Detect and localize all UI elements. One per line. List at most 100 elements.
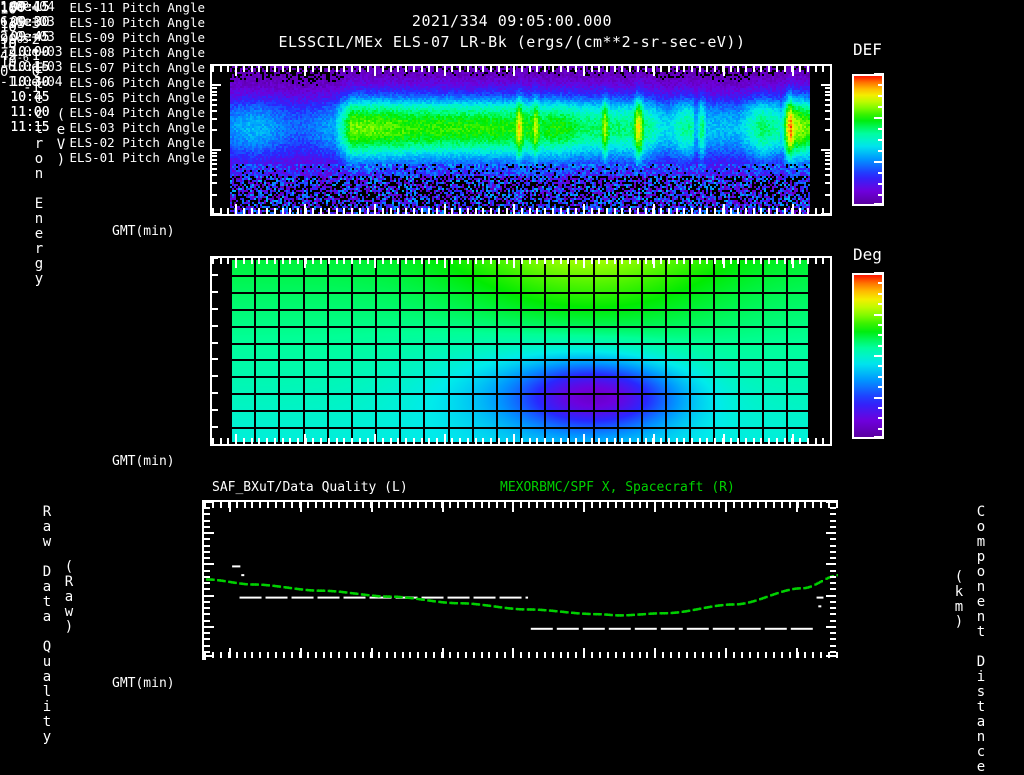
x-tick-minor [358, 66, 361, 72]
x-tick-minor [814, 208, 817, 214]
cbar-tick-minor [878, 344, 884, 347]
pitch-angle-row-label: ELS-10 Pitch Angle [69, 15, 205, 30]
x-tick-minor [729, 258, 732, 264]
mid-panel-x-axis-title: GMT(min) [112, 454, 175, 469]
x-tick-minor [822, 66, 825, 72]
x-tick-minor [806, 258, 809, 264]
x-tick-minor [528, 258, 531, 264]
y-tick-major [821, 148, 830, 151]
x-tick-minor [281, 66, 284, 72]
y-tick-label: 100 [0, 35, 23, 53]
x-tick-minor [219, 66, 222, 72]
x-tick-minor [559, 502, 562, 508]
colorbar-deg-tick-labels: 180 135 90 45 0 [0, 0, 25, 80]
x-tick-minor [346, 652, 349, 658]
x-tick-minor [804, 652, 807, 658]
x-tick-minor [488, 502, 491, 508]
x-tick-minor [362, 652, 364, 658]
x-tick-minor [698, 258, 701, 264]
y-tick-minor-left [204, 557, 210, 560]
x-tick-minor [351, 438, 354, 444]
x-tick-major [374, 434, 377, 444]
x-tick-minor [212, 438, 214, 444]
y-tick-minor-left [204, 569, 210, 572]
x-tick-minor [296, 258, 299, 264]
x-tick-minor [320, 438, 323, 444]
x-tick-minor [636, 258, 639, 264]
x-tick-minor [283, 502, 285, 508]
y-tick-minor-left [204, 532, 210, 535]
x-tick-minor [243, 652, 246, 658]
y-tick-label-right: 6.0e+03 [0, 15, 55, 30]
x-tick-minor [212, 66, 214, 72]
x-tick-major [513, 204, 516, 214]
x-tick-minor [251, 502, 254, 508]
x-tick-minor [709, 502, 712, 508]
x-tick-minor [559, 652, 562, 658]
x-tick-minor [752, 438, 755, 444]
x-tick-minor [714, 438, 717, 444]
x-tick-minor [613, 258, 616, 264]
x-tick-minor [698, 438, 701, 444]
x-tick-minor [212, 208, 214, 214]
x-tick-minor [420, 208, 423, 214]
x-tick-minor [354, 652, 357, 658]
y-tick-label-left: 2 [31, 32, 40, 48]
y-tick-major [821, 213, 830, 215]
plot-title-instrument: ELSSCIL/MEx ELS-07 LR-Bk (ergs/(cm**2-sr… [278, 33, 746, 51]
pitch-angle-row-label: ELS-05 Pitch Angle [69, 90, 205, 105]
x-tick-minor [528, 208, 531, 214]
x-tick-minor [436, 258, 439, 264]
x-tick-minor [768, 438, 771, 444]
x-tick-minor [814, 258, 817, 264]
y-tick-minor [825, 87, 830, 90]
x-tick-minor [242, 258, 245, 264]
x-tick-minor [273, 208, 276, 214]
x-tick-major [374, 204, 377, 214]
x-tick-minor [346, 502, 349, 508]
cbar-tick-label: 10-5 [0, 35, 29, 53]
x-tick-minor [482, 258, 485, 264]
y-tick-minor [212, 174, 217, 177]
x-tick-minor [675, 258, 678, 264]
x-tick-minor [575, 208, 578, 214]
x-tick-major [795, 502, 798, 512]
y-tick-minor-right [830, 532, 836, 535]
x-tick-minor [644, 438, 647, 444]
top-panel-x-tick-labels: 09:15 09:30 09:45 10:00 10:15 10:30 10:45 11:00… [0, 0, 60, 135]
y-tick-minor-right [830, 525, 836, 528]
pitch-angle-row-label: ELS-01 Pitch Angle [69, 150, 205, 165]
y-tick-minor [212, 87, 217, 90]
x-tick-minor [670, 502, 673, 508]
x-tick-minor [729, 438, 732, 444]
x-tick-minor [338, 502, 341, 508]
y-tick-minor [212, 182, 217, 185]
cbar-tick-major [874, 272, 884, 274]
x-tick-minor [706, 438, 709, 444]
y-tick-minor-right [830, 582, 836, 585]
y-tick-major-left [204, 655, 214, 657]
x-tick-minor [266, 66, 269, 72]
x-tick-minor [591, 502, 594, 508]
x-tick-minor [283, 652, 285, 658]
x-tick-minor [497, 258, 500, 264]
x-tick-major [724, 648, 727, 658]
x-tick-minor [330, 502, 333, 508]
cbar-tick-label: 180 [0, 0, 26, 16]
y-tick [212, 324, 218, 327]
x-tick-minor [504, 652, 507, 658]
x-tick-minor [496, 502, 499, 508]
x-tick-minor [575, 438, 578, 444]
x-tick-minor [433, 502, 436, 508]
x-tick-minor [757, 502, 759, 508]
x-tick-minor [605, 438, 608, 444]
x-tick-major [443, 204, 446, 214]
x-tick-major [654, 648, 657, 658]
top-panel-y-tick-labels: 102 101 100 [0, 0, 23, 53]
x-tick-minor [520, 502, 522, 508]
x-tick-minor [598, 66, 601, 72]
x-tick-major [722, 204, 725, 214]
x-tick-minor [599, 502, 601, 508]
x-tick-minor [354, 502, 357, 508]
panel-data-quality [202, 500, 838, 660]
